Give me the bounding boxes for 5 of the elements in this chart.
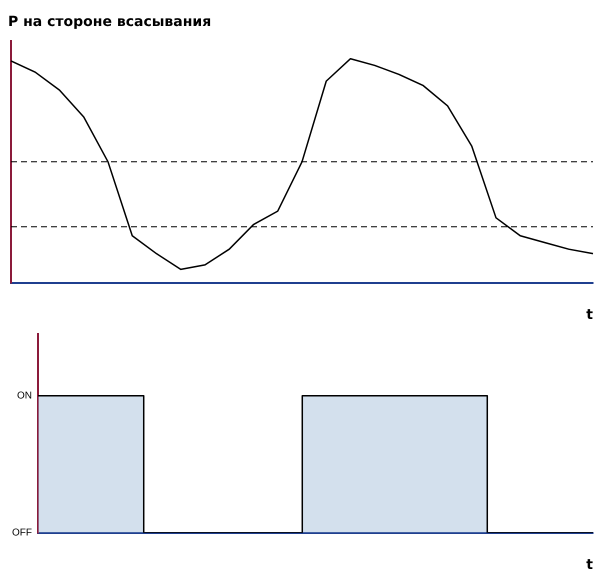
x-axis-title: t [586, 557, 594, 574]
x-axis-title: t [586, 307, 594, 324]
text: ON [17, 390, 32, 402]
text: OFF [12, 528, 32, 539]
chart-title: P на стороне всасывания [8, 14, 212, 30]
